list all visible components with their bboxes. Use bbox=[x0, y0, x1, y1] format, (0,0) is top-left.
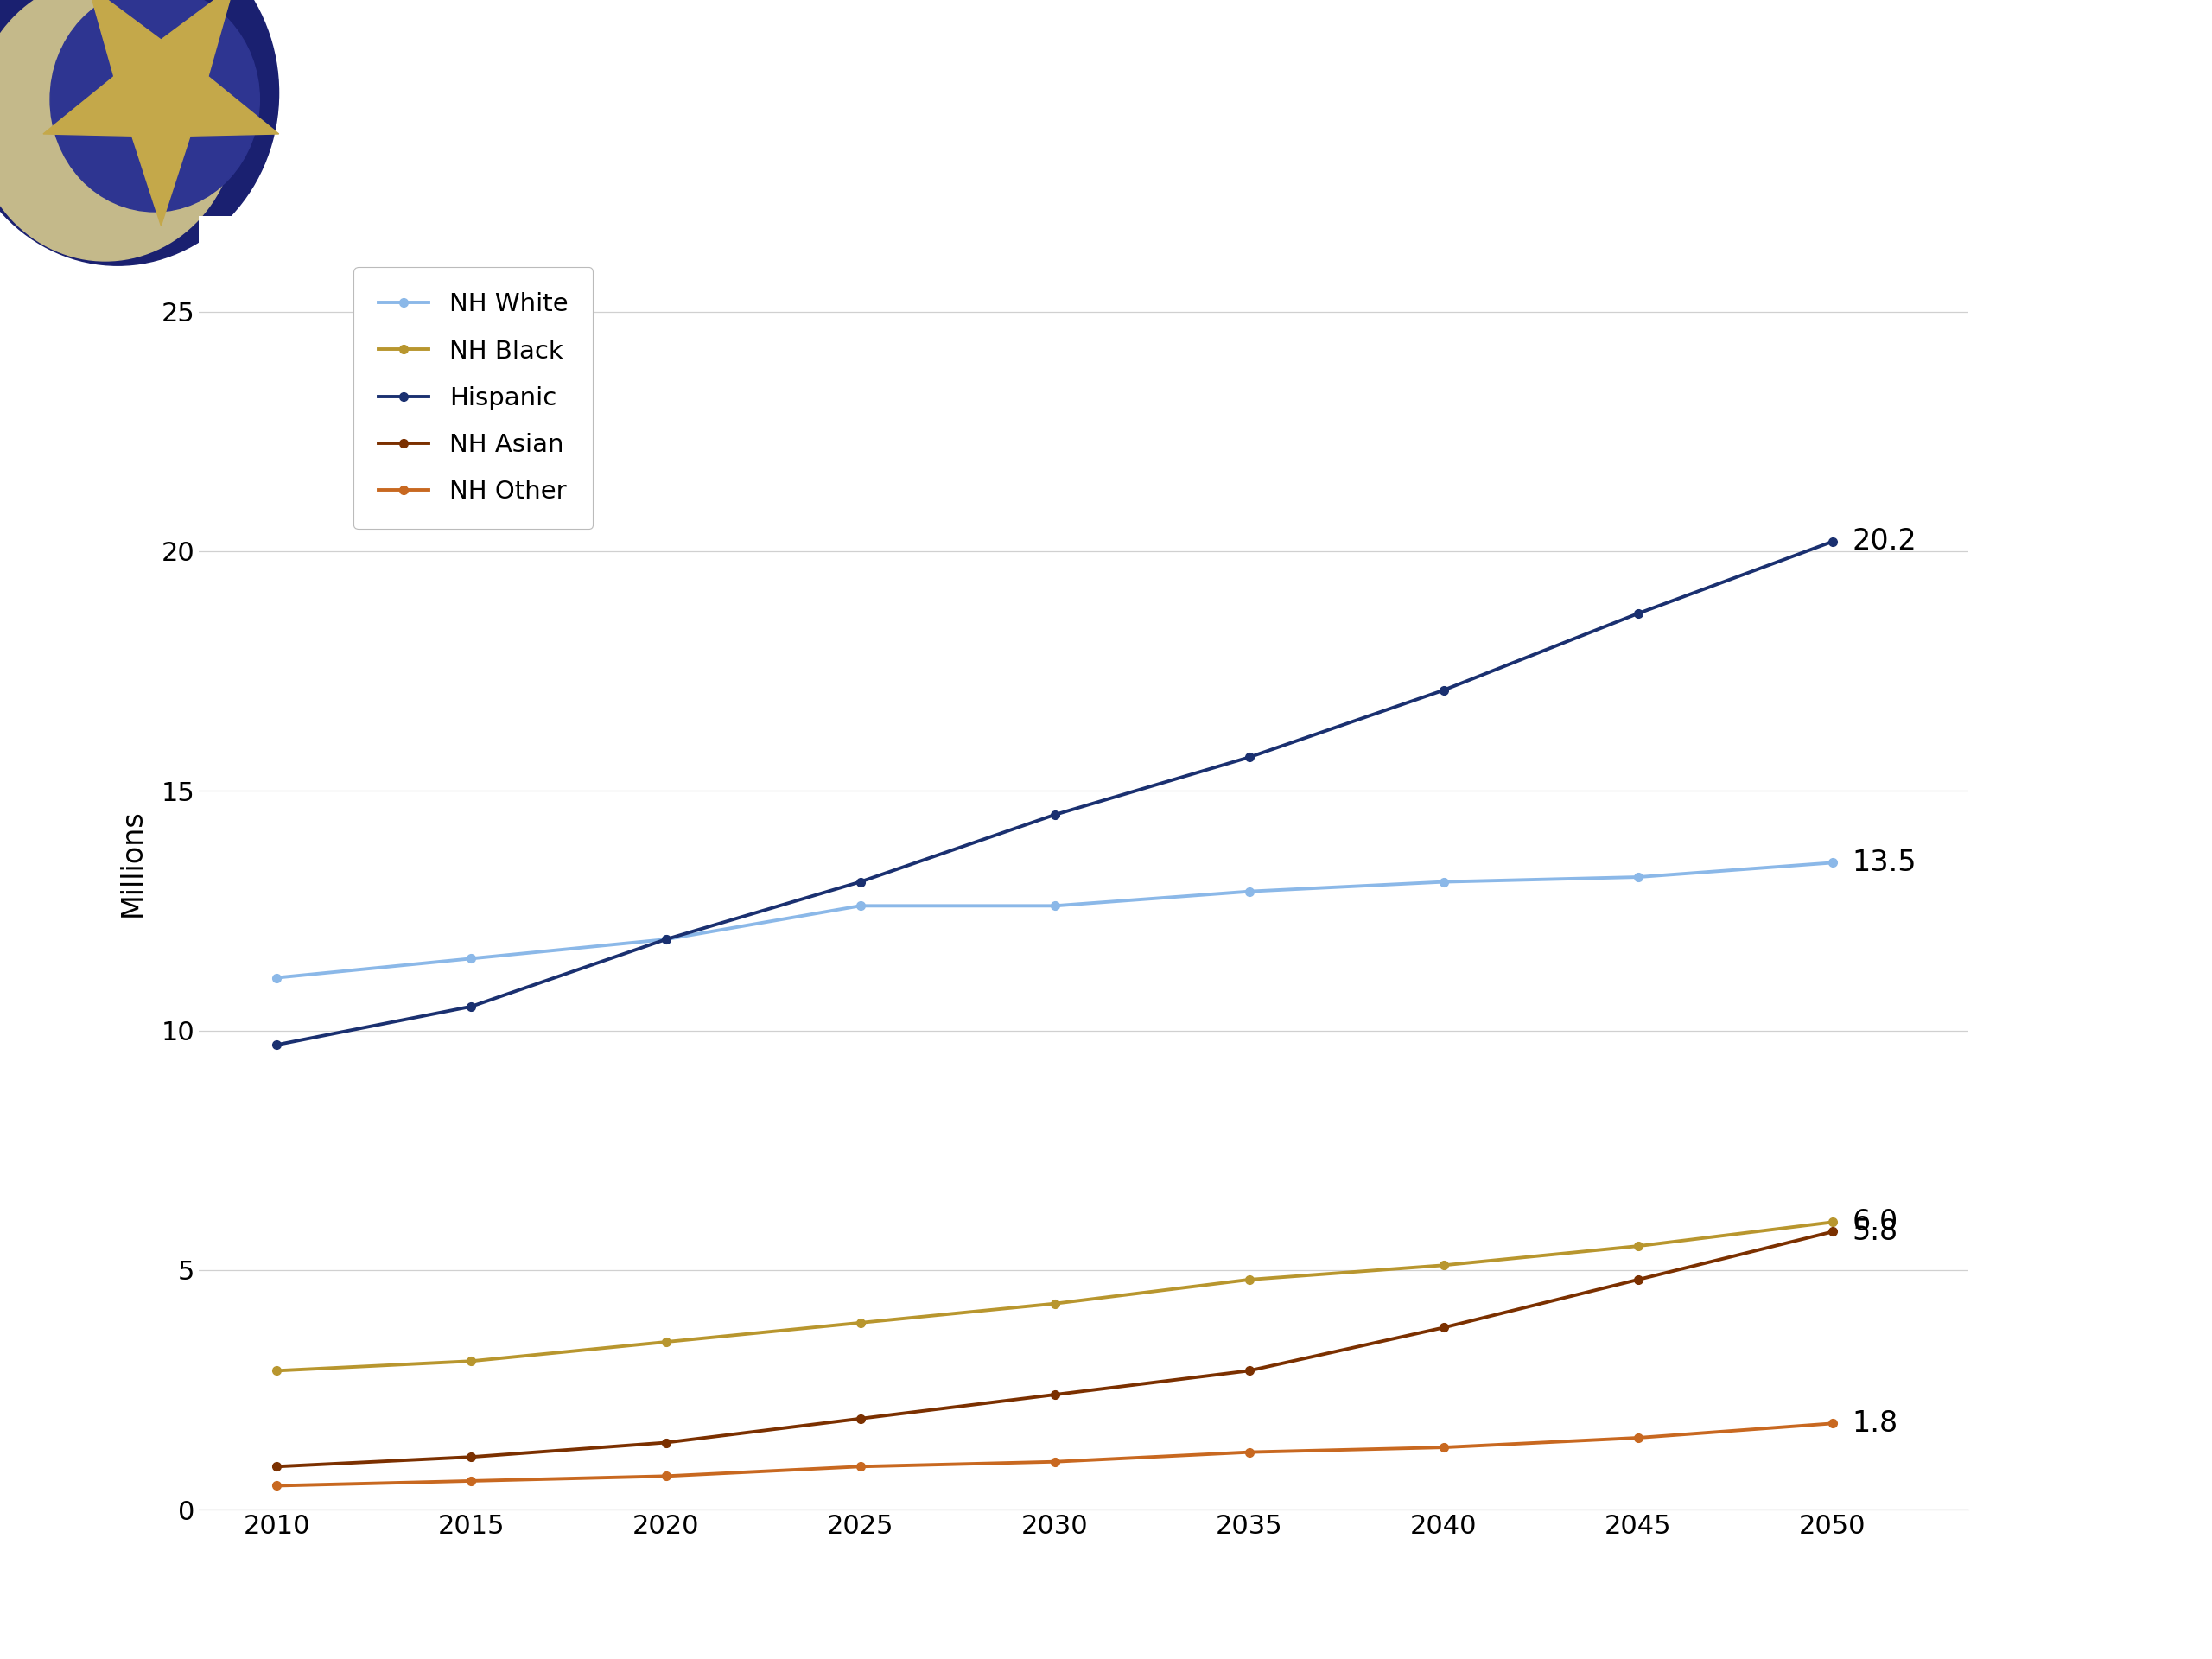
NH White bbox=[1431, 873, 1458, 893]
NH White bbox=[1818, 853, 1845, 873]
NH Black bbox=[458, 1350, 484, 1370]
NH Black bbox=[847, 1312, 874, 1332]
Hispanic bbox=[1626, 604, 1652, 624]
Text: 6.0: 6.0 bbox=[1851, 1208, 1898, 1236]
Text: 1.8: 1.8 bbox=[1851, 1408, 1898, 1438]
Polygon shape bbox=[44, 0, 279, 226]
NH Asian bbox=[458, 1447, 484, 1467]
Hispanic bbox=[1431, 680, 1458, 700]
NH Other bbox=[1818, 1413, 1845, 1433]
NH Other bbox=[1626, 1428, 1652, 1448]
NH Other bbox=[1042, 1452, 1068, 1472]
NH Black bbox=[263, 1360, 290, 1380]
Hispanic bbox=[458, 997, 484, 1017]
NH White bbox=[1042, 896, 1068, 916]
NH Black bbox=[1431, 1256, 1458, 1276]
Line: Hispanic: Hispanic bbox=[272, 538, 1836, 1048]
NH Asian bbox=[263, 1457, 290, 1477]
NH Black bbox=[1818, 1213, 1845, 1233]
Line: NH Black: NH Black bbox=[272, 1218, 1836, 1375]
Y-axis label: Millions: Millions bbox=[119, 810, 146, 916]
Hispanic bbox=[263, 1035, 290, 1055]
Line: NH Asian: NH Asian bbox=[272, 1228, 1836, 1472]
NH Asian bbox=[1431, 1317, 1458, 1337]
NH Other bbox=[1237, 1442, 1263, 1462]
Hispanic bbox=[1818, 531, 1845, 551]
NH Asian bbox=[1626, 1269, 1652, 1289]
NH White bbox=[263, 967, 290, 987]
Line: NH Other: NH Other bbox=[272, 1418, 1836, 1490]
NH Asian bbox=[1042, 1385, 1068, 1405]
Line: NH White: NH White bbox=[272, 858, 1836, 982]
Hispanic bbox=[1042, 805, 1068, 825]
NH Asian bbox=[653, 1433, 679, 1453]
NH White bbox=[653, 929, 679, 949]
NH White bbox=[1626, 868, 1652, 888]
Hispanic bbox=[653, 929, 679, 949]
Text: 13.5: 13.5 bbox=[1851, 848, 1916, 878]
NH White bbox=[847, 896, 874, 916]
Text: Projected Texas Population by Race/Ethnicity, 2010 to 2050: Projected Texas Population by Race/Ethni… bbox=[613, 65, 1820, 101]
Legend: NH White, NH Black, Hispanic, NH Asian, NH Other: NH White, NH Black, Hispanic, NH Asian, … bbox=[354, 267, 593, 529]
Text: 5.8: 5.8 bbox=[1851, 1218, 1898, 1246]
NH White bbox=[1237, 881, 1263, 901]
NH Asian bbox=[847, 1408, 874, 1428]
NH Other bbox=[458, 1472, 484, 1491]
NH Black bbox=[1626, 1236, 1652, 1256]
NH Other bbox=[847, 1457, 874, 1477]
Text: 20.2: 20.2 bbox=[1851, 528, 1916, 556]
Hispanic bbox=[1237, 747, 1263, 766]
NH Black bbox=[653, 1332, 679, 1352]
Circle shape bbox=[51, 0, 259, 212]
Circle shape bbox=[0, 0, 279, 265]
NH Black bbox=[1237, 1269, 1263, 1289]
NH Other bbox=[1431, 1437, 1458, 1457]
NH Asian bbox=[1237, 1360, 1263, 1380]
Circle shape bbox=[0, 0, 237, 260]
NH Other bbox=[263, 1477, 290, 1496]
Text: 2010-2015 Migration Scenario: 2010-2015 Migration Scenario bbox=[911, 156, 1522, 192]
NH Asian bbox=[1818, 1221, 1845, 1241]
NH Black bbox=[1042, 1294, 1068, 1314]
NH Other bbox=[653, 1467, 679, 1486]
Hispanic bbox=[847, 873, 874, 893]
NH White bbox=[458, 949, 484, 969]
